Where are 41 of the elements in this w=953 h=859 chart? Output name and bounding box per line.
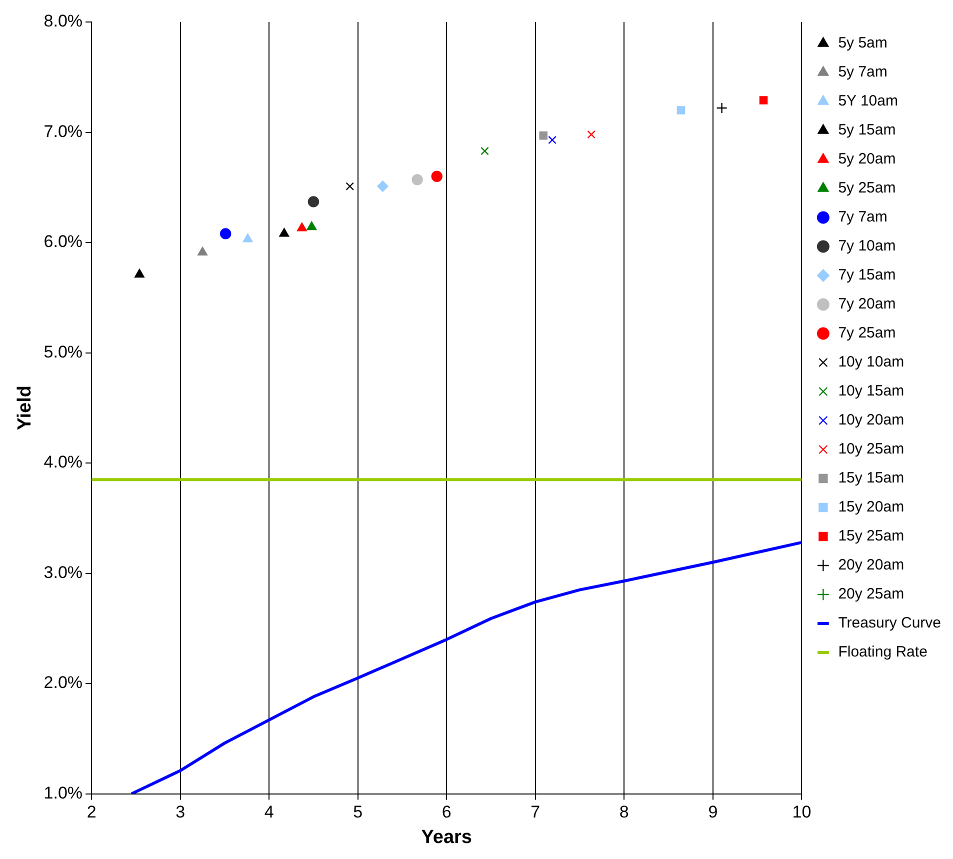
x-tick-label: 7	[530, 802, 540, 822]
legend-label: 20y 20am	[838, 556, 904, 574]
legend-label: 15y 15am	[838, 470, 904, 487]
legend-label: 10y 10am	[838, 354, 904, 371]
legend-label: 20y 25am	[838, 586, 904, 603]
legend-label: 5y 7am	[838, 64, 888, 81]
legend-label: 5y 25am	[838, 180, 896, 197]
legend-label: 7y 25am	[838, 324, 896, 342]
x-tick-label: 9	[708, 802, 718, 822]
legend-label: 15y 20am	[838, 498, 904, 516]
y-tick-label: 5.0%	[44, 342, 83, 362]
x-tick-label: 4	[264, 802, 274, 822]
y-tick-label: 8.0%	[44, 12, 83, 31]
x-tick-label: 6	[442, 802, 452, 822]
legend-label: Treasury Curve	[838, 614, 942, 632]
y-tick-label: 2.0%	[44, 673, 83, 692]
legend-label: 7y 15am	[838, 266, 896, 284]
x-tick-label: 10	[792, 802, 812, 822]
y-tick-label: 4.0%	[44, 452, 83, 472]
y-axis-title: Yield	[14, 386, 36, 430]
legend-label: 10y 25am	[838, 440, 904, 458]
legend-label: 5Y 10am	[838, 92, 898, 110]
y-tick-label: 6.0%	[44, 232, 83, 252]
legend-label: 5y 20am	[838, 150, 896, 168]
x-axis-title: Years	[421, 826, 472, 848]
legend-label: 5y 15am	[838, 122, 896, 139]
legend-label: 7y 10am	[838, 238, 896, 255]
legend-label: 10y 20am	[838, 412, 904, 429]
legend-label: 7y 20am	[838, 296, 896, 313]
x-tick-label: 5	[353, 802, 363, 822]
legend-label: 10y 15am	[838, 382, 904, 400]
legend-label: 5y 5am	[838, 34, 888, 52]
legend-label: 15y 25am	[838, 528, 904, 545]
y-tick-label: 7.0%	[44, 122, 83, 141]
legend-label: 7y 7am	[838, 208, 888, 226]
y-tick-label: 3.0%	[44, 562, 83, 582]
x-tick-label: 3	[176, 802, 186, 822]
legend-label: Floating Rate	[838, 644, 928, 661]
y-tick-label: 1.0%	[44, 783, 83, 802]
x-tick-label: 8	[619, 802, 629, 822]
x-tick-label: 2	[86, 802, 96, 822]
